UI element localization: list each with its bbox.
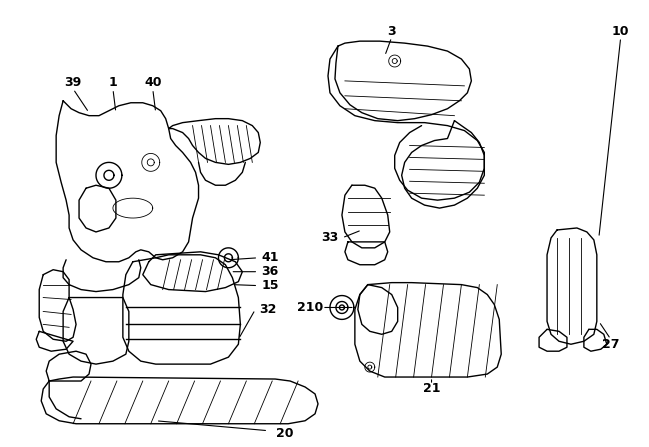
Text: 20: 20 bbox=[276, 427, 294, 440]
Text: 40: 40 bbox=[144, 76, 162, 89]
Text: 33: 33 bbox=[321, 232, 339, 245]
Text: 3: 3 bbox=[387, 25, 396, 38]
Text: 210: 210 bbox=[297, 301, 323, 314]
Text: 41: 41 bbox=[262, 251, 279, 264]
Text: 32: 32 bbox=[260, 303, 277, 316]
Text: 1: 1 bbox=[108, 76, 117, 89]
Text: 39: 39 bbox=[64, 76, 82, 89]
Text: 21: 21 bbox=[422, 383, 440, 396]
Text: 36: 36 bbox=[262, 265, 279, 278]
Text: 15: 15 bbox=[262, 279, 279, 292]
Text: 10: 10 bbox=[612, 25, 630, 38]
Text: 27: 27 bbox=[602, 338, 620, 351]
